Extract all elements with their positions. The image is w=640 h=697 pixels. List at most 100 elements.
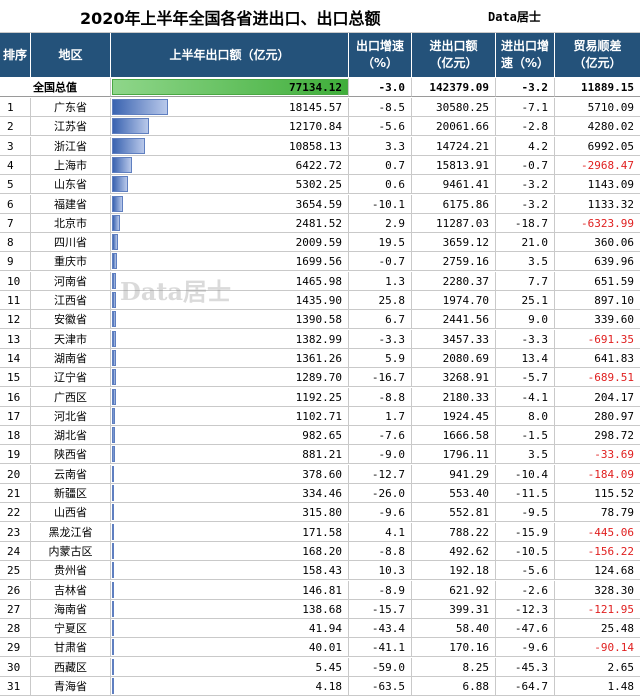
cell-region: 青海省 bbox=[31, 677, 111, 696]
cell-trade: 941.29 bbox=[412, 465, 496, 484]
cell-region: 广东省 bbox=[31, 98, 111, 117]
export-value: 18145.57 bbox=[289, 101, 342, 114]
cell-export: 18145.57 bbox=[111, 98, 349, 117]
header-trade-growth: 进出口增 速（%） bbox=[496, 33, 555, 77]
export-bar bbox=[112, 176, 129, 192]
export-bar bbox=[112, 504, 114, 520]
cell-balance: -90.14 bbox=[555, 638, 640, 657]
cell-region: 江西省 bbox=[31, 291, 111, 310]
export-bar bbox=[112, 331, 117, 347]
export-bar bbox=[112, 659, 114, 675]
cell-region: 天津市 bbox=[31, 330, 111, 349]
export-value: 146.81 bbox=[302, 584, 342, 597]
title-row: 2020年上半年全国各省进出口、出口总额 Data居士 bbox=[0, 0, 640, 33]
cell-balance: 78.79 bbox=[555, 503, 640, 522]
export-value: 158.43 bbox=[302, 564, 342, 577]
cell-balance: 641.83 bbox=[555, 349, 640, 368]
header-trade: 进出口额 （亿元） bbox=[412, 33, 496, 77]
export-value: 378.60 bbox=[302, 468, 342, 481]
cell-export: 41.94 bbox=[111, 619, 349, 638]
cell-export: 1192.25 bbox=[111, 388, 349, 407]
cell-rank: 14 bbox=[0, 349, 31, 368]
cell-trade: 3659.12 bbox=[412, 233, 496, 252]
cell-trade-growth: 3.5 bbox=[496, 252, 555, 271]
cell-trade-growth: 4.2 bbox=[496, 137, 555, 156]
export-value: 2009.59 bbox=[295, 236, 342, 249]
cell-trade: 3268.91 bbox=[412, 368, 496, 387]
cell-balance: 5710.09 bbox=[555, 98, 640, 117]
cell-region: 四川省 bbox=[31, 233, 111, 252]
cell-trade: 2441.56 bbox=[412, 310, 496, 329]
export-value: 10858.13 bbox=[289, 140, 342, 153]
cell-balance: -121.95 bbox=[555, 600, 640, 619]
cell-trade-growth: -3.2 bbox=[496, 195, 555, 214]
cell-region: 北京市 bbox=[31, 214, 111, 233]
cell-export: 5.45 bbox=[111, 658, 349, 677]
cell-trade-growth: 9.0 bbox=[496, 310, 555, 329]
cell-trade-growth: 21.0 bbox=[496, 233, 555, 252]
export-value: 1361.26 bbox=[295, 352, 342, 365]
cell-region: 新疆区 bbox=[31, 484, 111, 503]
cell-rank: 3 bbox=[0, 137, 31, 156]
cell-rank: 27 bbox=[0, 600, 31, 619]
cell-region: 陕西省 bbox=[31, 445, 111, 464]
cell-export-growth: -26.0 bbox=[349, 484, 412, 503]
cell-region: 福建省 bbox=[31, 195, 111, 214]
export-value: 315.80 bbox=[302, 506, 342, 519]
export-bar bbox=[112, 408, 116, 424]
export-bar bbox=[112, 234, 119, 250]
cell-balance: 328.30 bbox=[555, 581, 640, 600]
cell-export: 315.80 bbox=[111, 503, 349, 522]
cell-region: 河南省 bbox=[31, 272, 111, 291]
cell-region: 内蒙古区 bbox=[31, 542, 111, 561]
cell-export: 881.21 bbox=[111, 445, 349, 464]
cell-export-growth: -8.5 bbox=[349, 98, 412, 117]
export-value: 1435.90 bbox=[295, 294, 342, 307]
cell-export-growth: -16.7 bbox=[349, 368, 412, 387]
cell-export-growth: 1.7 bbox=[349, 407, 412, 426]
cell-trade-growth: -11.5 bbox=[496, 484, 555, 503]
page-title: 2020年上半年全国各省进出口、出口总额 bbox=[80, 9, 381, 28]
cell-balance: -6323.99 bbox=[555, 214, 640, 233]
cell-export-growth: 4.1 bbox=[349, 523, 412, 542]
cell-region: 安徽省 bbox=[31, 310, 111, 329]
cell-region: 山东省 bbox=[31, 175, 111, 194]
cell-rank: 4 bbox=[0, 156, 31, 175]
export-value: 1465.98 bbox=[295, 275, 342, 288]
cell-rank: 6 bbox=[0, 195, 31, 214]
cell-balance: 339.60 bbox=[555, 310, 640, 329]
cell-export: 6422.72 bbox=[111, 156, 349, 175]
cell-trade: 2180.33 bbox=[412, 388, 496, 407]
cell-export-growth: 5.9 bbox=[349, 349, 412, 368]
cell-export-growth: -7.6 bbox=[349, 426, 412, 445]
cell-trade-growth: -7.1 bbox=[496, 98, 555, 117]
cell-rank: 30 bbox=[0, 658, 31, 677]
export-value: 982.65 bbox=[302, 429, 342, 442]
export-bar bbox=[112, 138, 146, 154]
cell-rank: 29 bbox=[0, 638, 31, 657]
header-export: 上半年出口额（亿元） bbox=[111, 33, 349, 77]
total-trade: 142379.09 bbox=[412, 78, 496, 97]
export-value: 41.94 bbox=[308, 622, 342, 635]
cell-trade-growth: 7.7 bbox=[496, 272, 555, 291]
cell-export-growth: -5.6 bbox=[349, 117, 412, 136]
cell-rank: 23 bbox=[0, 523, 31, 542]
cell-region: 吉林省 bbox=[31, 581, 111, 600]
cell-rank: 18 bbox=[0, 426, 31, 445]
cell-rank: 16 bbox=[0, 388, 31, 407]
cell-trade: 621.92 bbox=[412, 581, 496, 600]
cell-trade-growth: -4.1 bbox=[496, 388, 555, 407]
cell-trade: 2080.69 bbox=[412, 349, 496, 368]
cell-trade-growth: -9.6 bbox=[496, 638, 555, 657]
export-bar bbox=[112, 601, 114, 617]
cell-rank: 20 bbox=[0, 465, 31, 484]
cell-balance: -2968.47 bbox=[555, 156, 640, 175]
export-bar bbox=[112, 620, 114, 636]
cell-balance: 124.68 bbox=[555, 561, 640, 580]
cell-trade: 11287.03 bbox=[412, 214, 496, 233]
cell-balance: 1133.32 bbox=[555, 195, 640, 214]
cell-trade-growth: -12.3 bbox=[496, 600, 555, 619]
cell-trade-growth: -3.3 bbox=[496, 330, 555, 349]
cell-region: 江苏省 bbox=[31, 117, 111, 136]
cell-trade: 6.88 bbox=[412, 677, 496, 696]
